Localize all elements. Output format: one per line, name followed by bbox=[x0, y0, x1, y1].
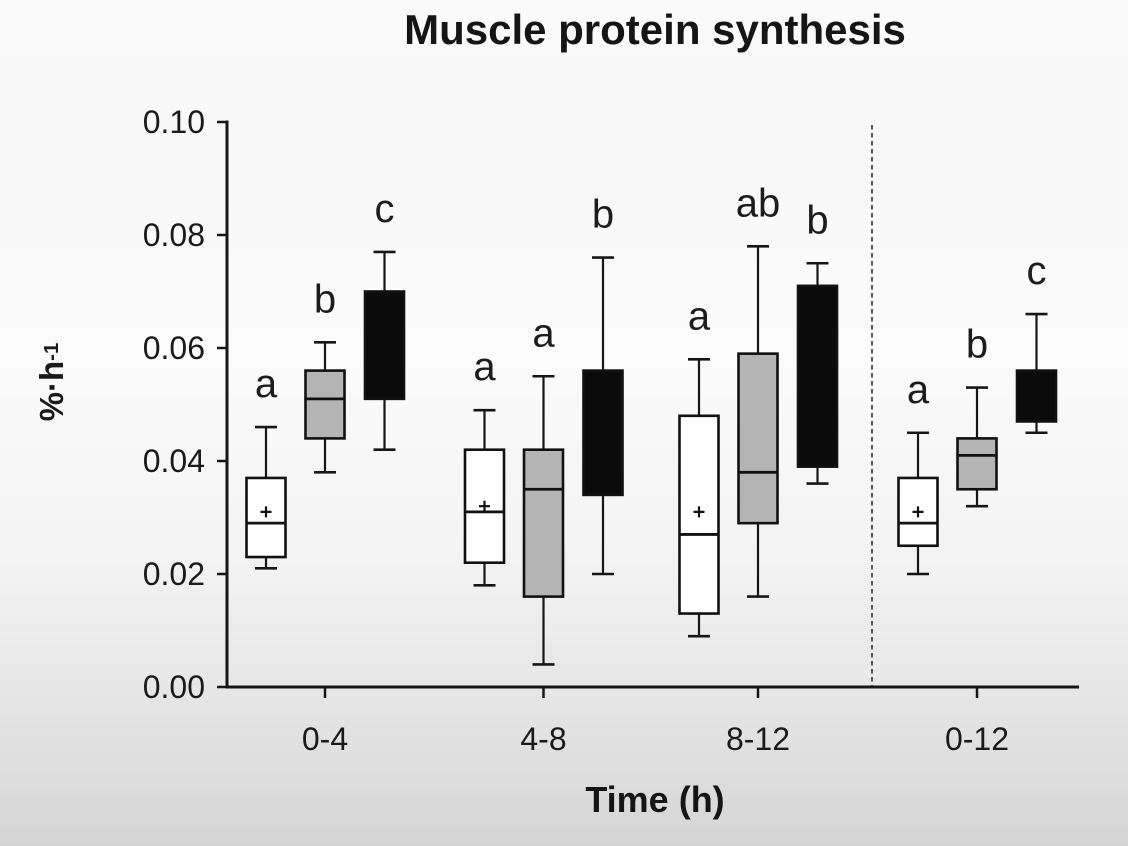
box-white bbox=[245, 476, 287, 559]
box-black bbox=[1015, 369, 1058, 423]
box-grey bbox=[737, 352, 779, 525]
y-tick-label: 0.08 bbox=[143, 217, 205, 253]
boxplot-white-4-8: a bbox=[463, 345, 506, 587]
significance-letter: c bbox=[375, 187, 395, 231]
x-tick-label: 4-8 bbox=[520, 721, 566, 757]
mean-marker bbox=[479, 500, 490, 512]
boxplot-white-0-4: a bbox=[245, 362, 287, 570]
significance-letter: b bbox=[314, 277, 336, 321]
y-tick-label: 0.00 bbox=[143, 669, 205, 705]
y-tick-label: 0.04 bbox=[143, 443, 205, 479]
x-tick-label: 8-12 bbox=[726, 721, 790, 757]
box-black bbox=[582, 369, 624, 497]
boxplot-white-0-12: a bbox=[897, 368, 939, 576]
x-tick-label: 0-4 bbox=[302, 721, 348, 757]
box-grey bbox=[956, 437, 998, 491]
y-tick-label: 0.02 bbox=[143, 556, 205, 592]
boxplot-black-4-8: b bbox=[582, 193, 624, 576]
mean-marker bbox=[260, 506, 272, 518]
significance-letter: a bbox=[255, 362, 278, 406]
boxplot-white-8-12: a bbox=[678, 294, 720, 638]
mean-marker bbox=[693, 506, 705, 518]
boxplot-grey-8-12: ab bbox=[736, 181, 781, 598]
chart-title: Muscle protein synthesis bbox=[404, 6, 906, 53]
significance-letter: a bbox=[907, 368, 930, 412]
box-black bbox=[363, 290, 406, 401]
boxplot-grey-0-4: b bbox=[304, 277, 346, 474]
significance-letter: a bbox=[532, 311, 555, 355]
mean-marker bbox=[912, 506, 924, 518]
box-grey bbox=[304, 369, 346, 440]
boxplot-black-8-12: b bbox=[796, 198, 839, 485]
boxplot-black-0-4: c bbox=[363, 187, 406, 452]
significance-letter: c bbox=[1027, 249, 1047, 293]
x-tick-label: 0-12 bbox=[945, 721, 1009, 757]
y-tick-label: 0.10 bbox=[143, 104, 205, 140]
significance-letter: b bbox=[966, 323, 988, 367]
significance-letter: b bbox=[592, 193, 614, 237]
box-grey bbox=[522, 448, 565, 598]
boxplot-black-0-12: c bbox=[1015, 249, 1058, 435]
significance-letter: ab bbox=[736, 181, 781, 225]
significance-letter: b bbox=[806, 198, 828, 242]
boxplot-grey-0-12: b bbox=[956, 323, 998, 508]
significance-letter: a bbox=[473, 345, 496, 389]
y-tick-label: 0.06 bbox=[143, 330, 205, 366]
box-black bbox=[796, 284, 839, 468]
x-axis-label: Time (h) bbox=[585, 779, 725, 820]
significance-letter: a bbox=[688, 294, 711, 338]
boxplot-grey-4-8: a bbox=[522, 311, 565, 666]
